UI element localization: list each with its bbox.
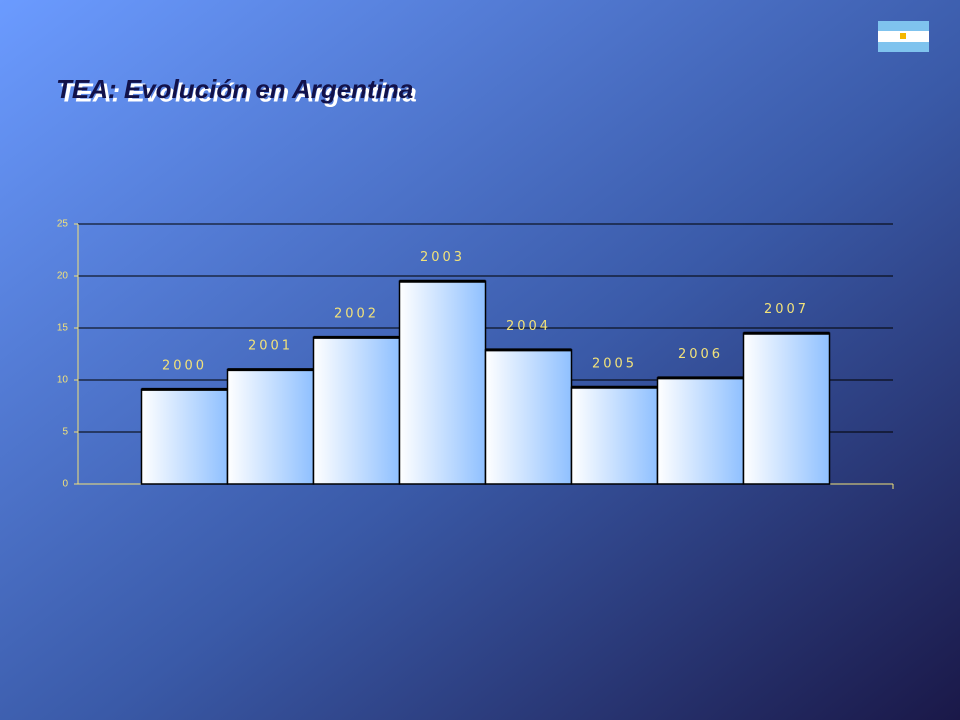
y-tick-label: 10 [57,375,69,386]
flag [878,21,929,52]
y-tick-label: 0 [62,479,68,490]
bar [484,349,573,485]
y-tick-label: 25 [57,219,69,230]
y-tick-label: 20 [57,271,69,282]
bar [570,386,659,485]
y-tick-label: 5 [62,427,68,438]
y-tick-label: 15 [57,323,69,334]
bar [742,332,831,485]
category-label: 2006 [678,347,723,362]
chart-title-shadow: TEA: Evolución en Argentina [60,78,417,108]
bar [398,280,487,485]
bar [226,368,315,485]
category-label: 2000 [162,358,207,373]
chart-title: TEA: Evolución en Argentina [56,74,413,104]
bar [312,336,401,485]
category-label: 2004 [506,319,551,334]
category-label: 2007 [764,302,809,317]
plot: 0 5 10 15 20 25 2000 2001 2002 2003 2004 2005 2006 20… [57,219,894,490]
category-label: 2005 [592,356,637,371]
category-label: 2001 [248,339,293,354]
category-label: 2002 [334,306,379,321]
category-label: 2003 [420,250,465,265]
bar [656,377,745,485]
bar [140,388,229,485]
